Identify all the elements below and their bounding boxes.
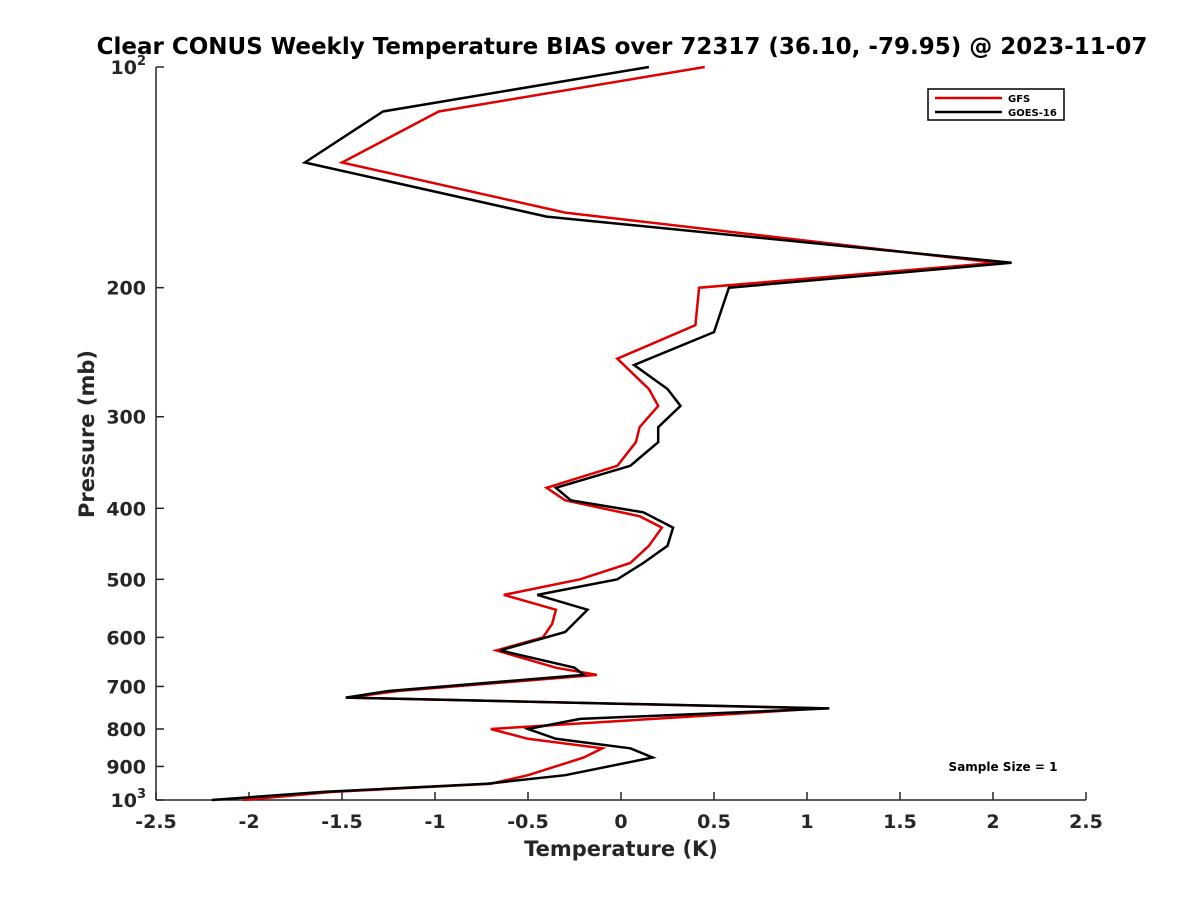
x-tick-label: -0.5	[507, 811, 549, 833]
y-tick-label: 103	[111, 787, 147, 812]
axes	[155, 67, 1086, 801]
y-tick-base: 10	[111, 57, 137, 79]
legend-box	[927, 88, 1065, 121]
legend-label-gfs: GFS	[1008, 94, 1030, 105]
y-tick-label: 900	[106, 756, 146, 778]
y-tick-exponent: 3	[137, 787, 146, 802]
legend-label-goes-16: GOES-16	[1008, 108, 1057, 119]
x-tick-label: 0.5	[697, 811, 731, 833]
x-tick-label: 2.5	[1069, 811, 1103, 833]
x-tick-label: 1.5	[883, 811, 917, 833]
y-tick-label: 600	[106, 627, 146, 649]
y-axis-label: Pressure (mb)	[75, 350, 99, 518]
chart-title: Clear CONUS Weekly Temperature BIAS over…	[97, 34, 1148, 60]
x-tick-label: -2.5	[135, 811, 177, 833]
sample-size-note: Sample Size = 1	[949, 760, 1058, 774]
series-line-gfs	[243, 65, 997, 802]
y-tick-label: 300	[106, 407, 146, 429]
y-tick-label: 400	[106, 498, 146, 520]
x-axis-label: Temperature (K)	[524, 837, 718, 861]
ticks: -2.5 -2 -1.5 -1 -0.5 0 0.5 1 1.5 2 2.5102200300400…	[106, 54, 1103, 833]
x-tick-label: -1.5	[321, 811, 363, 833]
series-line-goes-16	[211, 65, 1012, 802]
y-tick-label: 200	[106, 278, 146, 300]
y-tick-label: 800	[106, 719, 146, 741]
x-tick-label: 2	[986, 811, 999, 833]
x-tick-label: 1	[800, 811, 813, 833]
series-layer	[211, 65, 1012, 802]
y-tick-label: 500	[106, 569, 146, 591]
legend: GFS GOES-16	[927, 88, 1065, 121]
y-tick-label: 700	[106, 676, 146, 698]
x-tick-label: -1	[424, 811, 445, 833]
y-tick-exponent: 2	[137, 54, 146, 69]
x-tick-label: 0	[614, 811, 627, 833]
x-tick-label: -2	[238, 811, 259, 833]
y-tick-base: 10	[111, 790, 137, 812]
y-tick-label: 102	[111, 54, 147, 79]
